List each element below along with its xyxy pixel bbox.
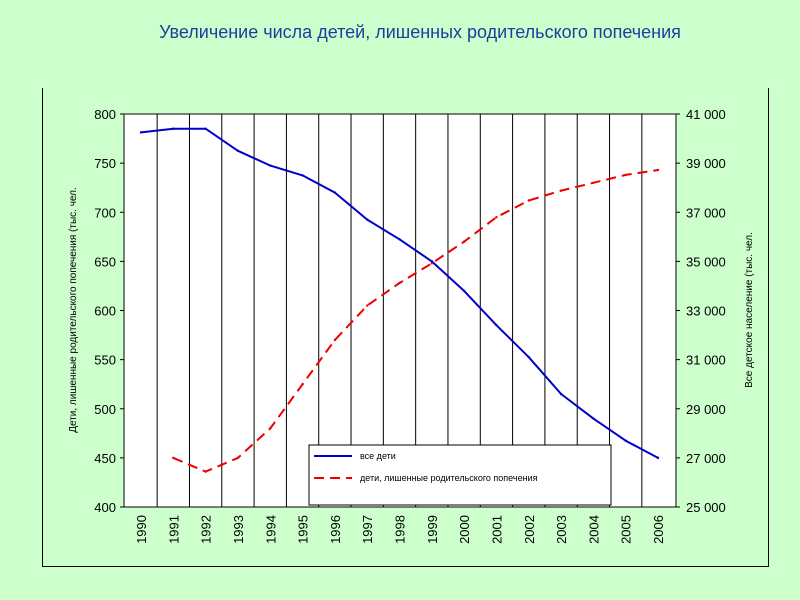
series-2-point	[269, 427, 272, 430]
series-2-point	[236, 456, 240, 460]
x-tick-label: 1995	[296, 515, 311, 544]
series-1-point	[204, 127, 207, 130]
series-1-point	[430, 260, 434, 263]
series-2-point	[495, 215, 498, 219]
series-2-point	[172, 456, 175, 460]
y-left-tick-label: 500	[94, 402, 116, 417]
y-right-tick-label: 25 000	[686, 500, 726, 515]
y-right-tick-label: 31 000	[686, 353, 726, 368]
series-2-point	[624, 173, 627, 177]
series-1-point	[462, 289, 466, 293]
series-2-point	[527, 199, 530, 202]
y-right-tick-label: 29 000	[686, 402, 726, 417]
y-right-tick-label: 41 000	[686, 107, 726, 122]
series-1-point	[592, 417, 595, 420]
y-left-tick-label: 550	[94, 353, 116, 368]
series-2-point	[592, 181, 595, 184]
x-tick-label: 1992	[199, 515, 214, 544]
x-tick-label: 2001	[489, 515, 504, 544]
x-tick-label: 1991	[166, 515, 181, 544]
series-2-point	[204, 470, 207, 473]
y-right-axis-title: Все детское население (тыс. чел.	[744, 232, 755, 388]
x-tick-label: 1997	[360, 515, 375, 544]
x-tick-label: 1994	[263, 515, 278, 544]
legend-label-2: дети, лишенные родительского попечения	[360, 473, 538, 483]
legend: все дети дети, лишенные родительского поп…	[308, 444, 612, 506]
series-2-point	[365, 304, 369, 307]
x-tick-label: 1998	[393, 515, 408, 544]
series-2-point	[333, 338, 337, 342]
y-left-tick-label: 700	[94, 205, 116, 220]
series-1-point	[139, 131, 143, 134]
series-1-point	[624, 439, 627, 442]
y-right-tick-label: 33 000	[686, 304, 726, 319]
y-right-tick-label: 35 000	[686, 254, 726, 269]
legend-box	[308, 444, 612, 506]
series-2-point	[301, 382, 304, 386]
series-1-point	[333, 191, 337, 194]
series-line-2	[172, 169, 659, 473]
x-tick-label: 2004	[586, 515, 601, 544]
frame-left-border	[42, 88, 43, 566]
x-tick-label: 2006	[651, 515, 666, 544]
x-tick-label: 1993	[231, 515, 246, 544]
x-tick-label: 2000	[457, 515, 472, 544]
series-1-point	[656, 456, 660, 460]
y-left-tick-label: 450	[94, 451, 116, 466]
series-1-point	[269, 164, 272, 167]
page-title: Увеличение числа детей, лишенных родител…	[159, 22, 681, 42]
series-1-point	[398, 238, 401, 241]
series-1-point	[559, 392, 563, 396]
series-2-point	[398, 281, 401, 285]
series-1-point	[172, 127, 175, 130]
y-left-axis-title: Дети, лишенные родительского попечения (…	[68, 187, 79, 433]
frame-right-border	[768, 88, 769, 566]
plot-area	[124, 114, 676, 507]
x-tick-label: 1990	[134, 515, 149, 544]
y-left-tick-label: 800	[94, 107, 116, 122]
series-1-point	[365, 218, 369, 221]
series-2-point	[430, 262, 434, 265]
x-tick-label: 1996	[328, 515, 343, 544]
x-tick-label: 2005	[619, 515, 634, 544]
x-tick-label: 2003	[554, 515, 569, 544]
y-left-tick-label: 750	[94, 156, 116, 171]
y-left-tick-label: 600	[94, 304, 116, 319]
series-1-point	[527, 355, 530, 359]
y-right-tick-label: 27 000	[686, 451, 726, 466]
series-2-point	[656, 168, 660, 172]
series-1-point	[495, 324, 498, 327]
series-2-point	[559, 189, 563, 192]
legend-label-1: все дети	[360, 451, 396, 461]
x-tick-label: 1999	[425, 515, 440, 544]
x-tick-label: 2002	[522, 515, 537, 544]
series-1-point	[236, 149, 240, 153]
y-right-tick-label: 39 000	[686, 156, 726, 171]
series-2-point	[462, 240, 466, 243]
y-left-tick-label: 650	[94, 254, 116, 269]
frame-bottom-border	[42, 566, 769, 567]
series-1-point	[301, 174, 304, 177]
y-right-tick-label: 37 000	[686, 205, 726, 220]
y-left-tick-label: 400	[94, 500, 116, 515]
